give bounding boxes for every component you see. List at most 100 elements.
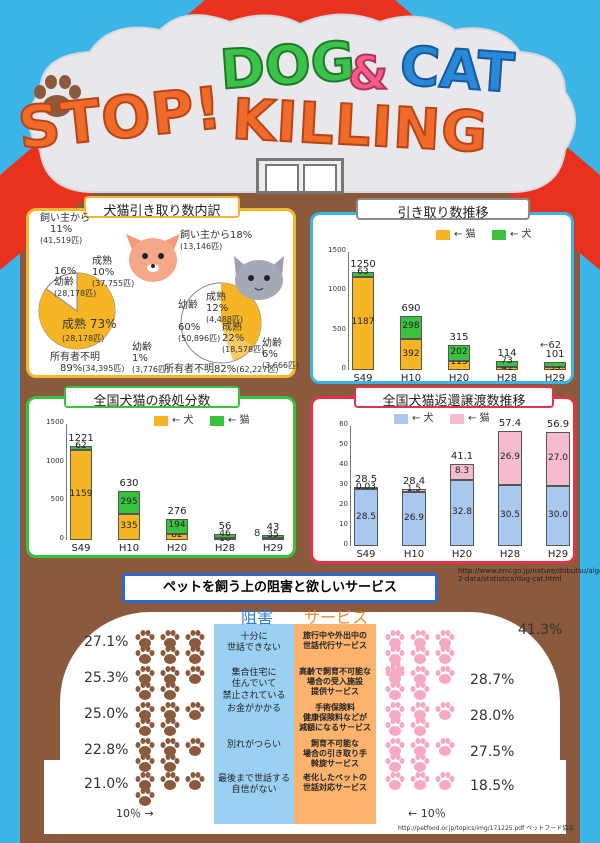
paw-icon <box>410 754 430 772</box>
bar-猫 <box>448 361 470 370</box>
bar-total-label: 276 <box>167 505 187 517</box>
bar-犬 <box>262 538 284 540</box>
paw-icon <box>435 702 455 720</box>
dog-owner-label: 飼い主から 11% (41,519匹) <box>40 213 90 245</box>
bar-猫 <box>166 518 188 534</box>
bar-total-label: 56 <box>218 521 232 533</box>
bar-total-label: 43 <box>266 522 280 534</box>
paw-icon <box>135 630 155 648</box>
euthanasia-chart: 1500 1000 500 0 ← 犬 ← 猫 1159 62 1221 S49 335 295 630… <box>28 404 294 556</box>
bar-value-label: 73 <box>501 356 513 367</box>
y-tick-label: 50 <box>339 440 348 448</box>
bar-total-label: 1250 <box>350 258 376 270</box>
bar-value-label: 1159 <box>69 489 93 500</box>
paw-icon <box>135 702 155 720</box>
dog-face-icon <box>126 234 180 282</box>
bar-value-label: 8.3 <box>454 466 470 477</box>
x-tick-label: H28 <box>496 373 518 384</box>
service-text: 高齢で飼育不可能な 場合の受入施設 提供サービス <box>299 667 371 696</box>
x-tick-label: S49 <box>353 373 373 384</box>
bar-猫 <box>352 276 374 370</box>
bar-total-label: 101 <box>545 349 565 361</box>
bar-value-label: 0.03 <box>355 482 377 492</box>
paw-icon <box>385 646 405 664</box>
bar-total-label: 56.9 <box>546 419 570 430</box>
bar-value-label: 35 <box>267 530 279 541</box>
y-tick-label: 500 <box>50 495 64 504</box>
paw-icon <box>385 682 405 700</box>
service-percent: 27.5% <box>470 744 515 760</box>
bar-猫 <box>496 366 518 370</box>
paw-icon <box>160 718 180 736</box>
paw-icon <box>410 682 430 700</box>
paw-icon <box>135 788 155 806</box>
obstacle-percent: 25.3% <box>84 670 129 686</box>
legend-label: ← 猫 <box>468 413 490 424</box>
roof-window <box>256 158 344 194</box>
bar-total-label: 28.5 <box>354 474 378 485</box>
paw-icon <box>135 772 155 790</box>
dog-young1-label: 幼齢 1% (3,776匹) <box>132 342 170 374</box>
bar-total-label: 41.1 <box>450 450 474 462</box>
paw-icon <box>160 682 180 700</box>
paw-icon <box>160 738 180 756</box>
bar-value-label: 194 <box>168 520 186 531</box>
paw-icon <box>185 702 205 720</box>
y-tick-label: 30 <box>339 480 348 488</box>
paw-icon <box>160 666 180 684</box>
x-tick-label: H20 <box>166 543 188 554</box>
paw-icon <box>435 772 455 790</box>
intake-title: 引き取り数推移 <box>356 198 530 221</box>
service-text: 旅行中や外出中の 世話代行サービス <box>303 631 367 650</box>
x-tick-label: S49 <box>71 543 91 554</box>
x-tick-label: H29 <box>262 543 284 554</box>
dog-unknown-label: 所有者不明 89%(34,395匹) <box>50 352 125 374</box>
service-percent: 28.7% <box>470 672 515 688</box>
y-tick-label: 0 <box>59 534 64 542</box>
x-tick-label: H28 <box>499 549 521 560</box>
service-text: 飼育不可能な 場合の引き取り手 斡旋サービス <box>303 739 367 768</box>
side-note: 8 <box>254 528 261 539</box>
chart-axis-line <box>66 424 67 540</box>
paw-icon <box>410 646 430 664</box>
dog-pie-chart <box>38 272 116 350</box>
y-tick-label: 1500 <box>46 418 64 426</box>
x-tick-label: H10 <box>400 373 422 384</box>
paw-icon <box>185 666 205 684</box>
service-text: 老化したペットの 世話対応サービス <box>303 773 367 792</box>
legend-swatch <box>492 230 506 240</box>
obstacle-text: お金がかかる <box>226 704 281 714</box>
bar-猫 <box>546 432 570 486</box>
bar-value-label: 63 <box>357 266 369 277</box>
paw-icon <box>435 646 455 664</box>
side-note: ←62 <box>540 340 562 351</box>
bar-total-label: 690 <box>401 302 421 314</box>
source-2: http://petfood.or.jp/topics/img/171225.p… <box>398 825 575 832</box>
legend-label: ← 犬 <box>510 229 532 240</box>
paw-icon <box>410 772 430 790</box>
bar-total-label: 630 <box>119 478 139 490</box>
service-percent: 28.0% <box>470 708 515 724</box>
obstacle-heading: 阻害 <box>240 608 273 627</box>
y-tick-label: 1500 <box>328 246 346 254</box>
bar-猫 <box>118 491 140 515</box>
bar-value-label: 62 <box>75 440 87 451</box>
bar-value-label: 1.5 <box>406 484 422 495</box>
x-tick-label: H10 <box>403 549 425 560</box>
bar-value-label: 39 <box>549 362 561 373</box>
x-tick-label: H10 <box>118 543 140 554</box>
paw-icon <box>385 630 405 648</box>
y-tick-label: 20 <box>339 500 348 508</box>
legend-label: ← 猫 <box>454 229 476 240</box>
bar-犬 <box>544 362 566 367</box>
chart-axis-line <box>350 426 351 546</box>
paw-icon <box>160 772 180 790</box>
title-amp: & <box>347 45 389 101</box>
paw-icon <box>160 702 180 720</box>
cat-face-icon <box>234 256 284 300</box>
title-killing: KILLING <box>229 86 490 166</box>
bar-value-label: 46 <box>219 529 231 540</box>
services-banner: ペットを飼う上の阻害と欲しいサービス <box>122 573 438 603</box>
paw-icon <box>385 718 405 736</box>
obstacle-percent: 27.1% <box>84 634 129 650</box>
